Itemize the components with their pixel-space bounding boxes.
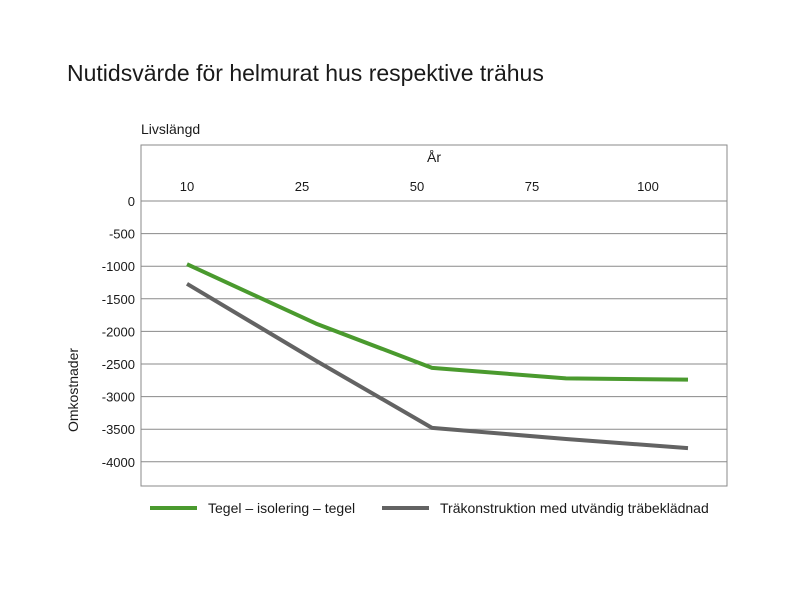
y-tick-label: -4000	[102, 455, 135, 470]
x-axis-title: År	[427, 149, 441, 165]
y-tick-label: 0	[128, 194, 135, 209]
legend: Tegel – isolering – tegel Träkonstruktion…	[150, 500, 709, 516]
y-tick-label: -3000	[102, 390, 135, 405]
legend-label-2: Träkonstruktion med utvändig träbeklädna…	[440, 500, 709, 516]
x-tick-label: 75	[525, 179, 539, 194]
y-tick-label: -500	[109, 227, 135, 242]
x-tick-label: 50	[410, 179, 424, 194]
y-tick-label: -2000	[102, 324, 135, 339]
corner-label: Livslängd	[141, 121, 200, 137]
gridlines	[141, 200, 727, 463]
y-tick-labels: 0 -500 -1000 -1500 -2000 -2500 -3000 -3500 -4000	[102, 194, 135, 470]
x-tick-label: 10	[180, 179, 194, 194]
series-lines	[185, 262, 689, 451]
y-tick-label: -1500	[102, 292, 135, 307]
y-tick-label: -2500	[102, 357, 135, 372]
x-tick-label: 100	[637, 179, 659, 194]
legend-label-1: Tegel – isolering – tegel	[208, 500, 355, 516]
plot-frame	[140, 144, 728, 487]
chart-title: Nutidsvärde för helmurat hus respektive …	[67, 60, 544, 86]
series-line-1	[186, 262, 689, 382]
x-tick-labels: 10 25 50 75 100	[180, 179, 659, 194]
y-tick-label: -1000	[102, 259, 135, 274]
y-axis-title: Omkostnader	[65, 348, 81, 432]
series-line-2	[185, 282, 689, 451]
y-tick-label: -3500	[102, 422, 135, 437]
x-tick-label: 25	[295, 179, 309, 194]
